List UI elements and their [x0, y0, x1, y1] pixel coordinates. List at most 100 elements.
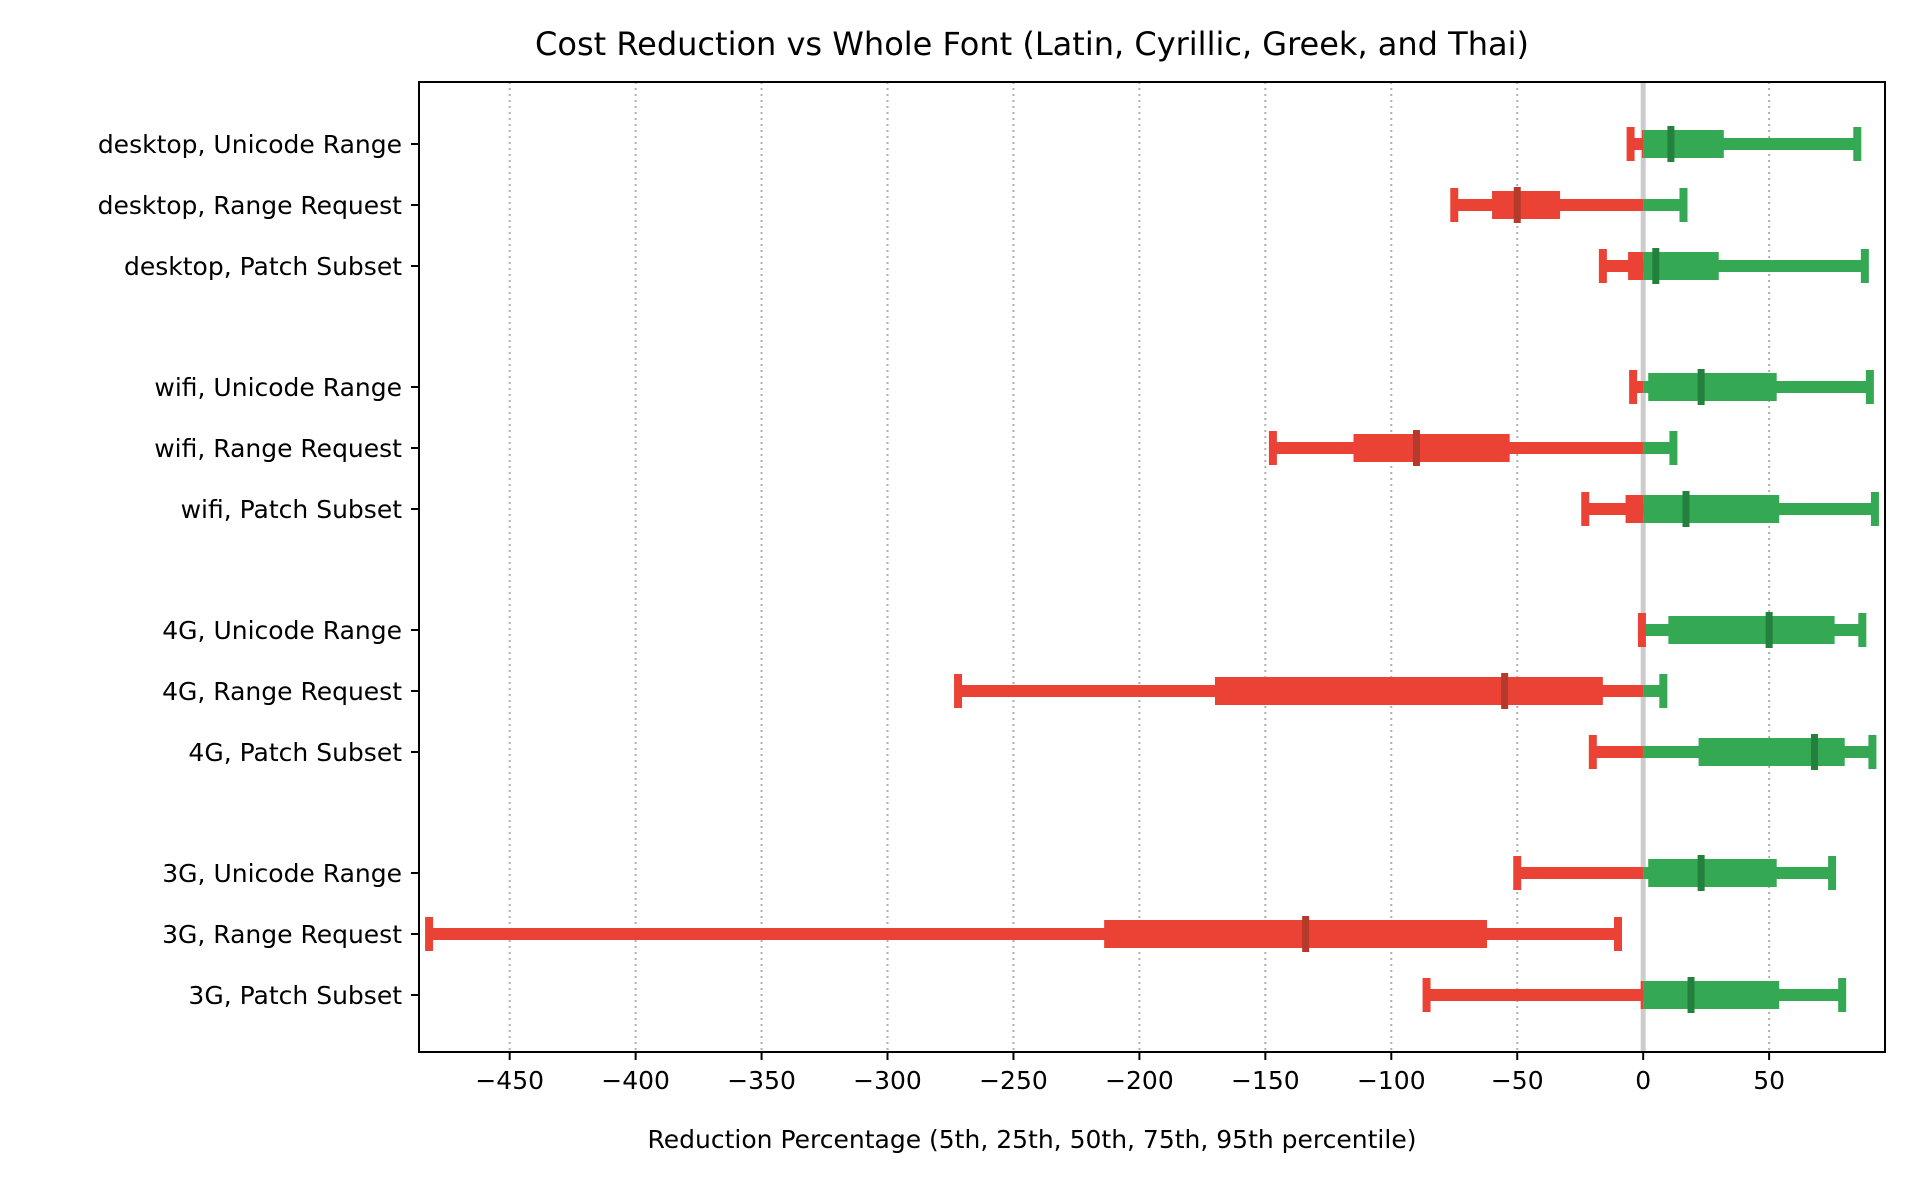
y-axis-ticks: desktop, Unicode Range desktop, Range Req… [98, 130, 419, 1010]
series-bar [1629, 369, 1874, 405]
whisker-cap [1422, 978, 1431, 1012]
whisker-cap [1870, 492, 1879, 526]
x-tick-label: −200 [1105, 1066, 1174, 1095]
iqr-box [1643, 981, 1780, 1009]
median-mark [1652, 248, 1660, 284]
x-tick-label: −300 [853, 1066, 922, 1095]
y-tick-label: 4G, Unicode Range [162, 616, 402, 645]
y-tick-label: desktop, Patch Subset [124, 252, 402, 281]
whisker-cap [1450, 188, 1459, 222]
y-tick-label: desktop, Unicode Range [98, 130, 402, 159]
series-bar [1450, 187, 1688, 223]
x-tick-label: −50 [1491, 1066, 1544, 1095]
median-mark [1501, 673, 1509, 709]
series-bar [1581, 491, 1879, 527]
iqr-box [1641, 130, 1644, 158]
whisker-line [1643, 199, 1684, 211]
series-bar [1513, 855, 1837, 891]
iqr-box [1668, 616, 1835, 644]
x-axis-ticks: −450 −400 −350 −300 −250 −200 −150 −100 −50 0 50 [475, 1052, 1785, 1095]
x-tick-label: 50 [1753, 1066, 1785, 1095]
plot-frame [418, 81, 1886, 1053]
whisker-cap [1853, 127, 1862, 161]
whisker-cap [954, 674, 963, 708]
y-tick-label: 4G, Range Request [162, 677, 402, 706]
y-tick-label: 4G, Patch Subset [188, 738, 402, 767]
median-mark [1697, 369, 1705, 405]
iqr-box [1643, 495, 1780, 523]
whisker-cap [1828, 856, 1837, 890]
median-mark [1697, 855, 1705, 891]
iqr-box [1104, 920, 1488, 948]
whisker-line [1633, 381, 1644, 393]
y-tick-label: 3G, Unicode Range [162, 859, 402, 888]
whisker-line [1643, 685, 1664, 697]
x-tick-label: −100 [1357, 1066, 1426, 1095]
iqr-box [1648, 859, 1777, 887]
y-tick-label: desktop, Range Request [98, 191, 403, 220]
whisker-line [1517, 867, 1644, 879]
median-mark [1682, 491, 1690, 527]
whisker-cap [1659, 674, 1668, 708]
y-tick-label: wifi, Patch Subset [181, 495, 403, 524]
whisker-cap [1838, 978, 1847, 1012]
series-bar [954, 673, 1668, 709]
median-mark [1667, 126, 1675, 162]
whisker-line [1592, 746, 1644, 758]
x-tick-label: −350 [727, 1066, 796, 1095]
series-bar [1637, 612, 1867, 648]
iqr-box [1640, 981, 1644, 1009]
whisker-cap [1860, 249, 1869, 283]
whisker-cap [1588, 735, 1597, 769]
median-mark [1810, 734, 1818, 770]
x-gridlines [508, 82, 1771, 1052]
whisker-cap [1669, 431, 1678, 465]
iqr-box [1643, 130, 1724, 158]
percentile-bars [425, 126, 1879, 1013]
whisker-cap [1865, 370, 1874, 404]
x-tick-label: −150 [1231, 1066, 1300, 1095]
median-mark [1513, 187, 1521, 223]
whisker-cap [425, 917, 434, 951]
x-tick-label: −250 [979, 1066, 1048, 1095]
x-tick-label: 0 [1635, 1066, 1651, 1095]
median-mark [1412, 430, 1420, 466]
whisker-line [1426, 989, 1644, 1001]
whisker-cap [1679, 188, 1688, 222]
series-bar [1588, 734, 1877, 770]
y-tick-label: 3G, Range Request [162, 920, 402, 949]
y-tick-label: wifi, Unicode Range [154, 373, 402, 402]
chart-title: Cost Reduction vs Whole Font (Latin, Cyr… [535, 25, 1529, 63]
y-tick-label: 3G, Patch Subset [188, 981, 402, 1010]
whisker-cap [1858, 613, 1867, 647]
series-bar [1598, 248, 1869, 284]
iqr-box [1698, 738, 1845, 766]
whisker-cap [1868, 735, 1877, 769]
whisker-cap [1626, 127, 1635, 161]
whisker-line [1643, 442, 1674, 454]
whisker-cap [1637, 613, 1646, 647]
x-axis-label: Reduction Percentage (5th, 25th, 50th, 7… [648, 1125, 1417, 1154]
whisker-cap [1581, 492, 1590, 526]
x-tick-label: −450 [475, 1066, 544, 1095]
iqr-box [1353, 434, 1510, 462]
median-mark [1302, 916, 1310, 952]
series-bar [425, 916, 1622, 952]
series-bar [1626, 126, 1862, 162]
iqr-box [1492, 191, 1561, 219]
whisker-cap [1513, 856, 1522, 890]
whisker-cap [1268, 431, 1277, 465]
median-mark [1765, 612, 1773, 648]
whisker-cap [1629, 370, 1638, 404]
iqr-box [1214, 677, 1603, 705]
y-tick-label: wifi, Range Request [154, 434, 402, 463]
iqr-box [1648, 373, 1777, 401]
series-bar [1268, 430, 1678, 466]
iqr-box [1628, 252, 1644, 280]
iqr-box [1625, 495, 1644, 523]
series-bar [1422, 977, 1847, 1013]
whisker-cap [1598, 249, 1607, 283]
whisker-cap [1613, 917, 1622, 951]
median-mark [1687, 977, 1695, 1013]
